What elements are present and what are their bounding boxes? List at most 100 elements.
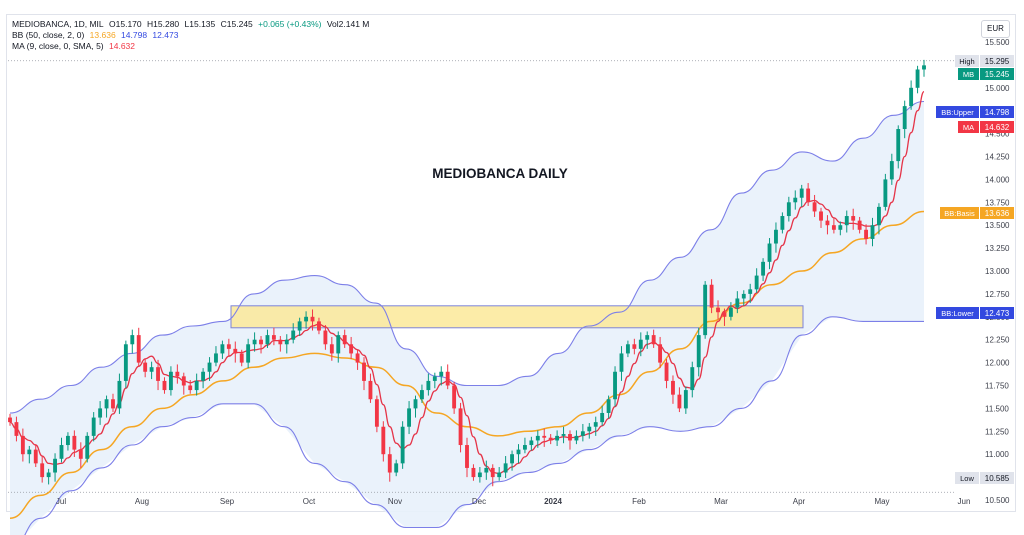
candle-body [696,335,701,368]
bb-lower-label-tag-text: BB:Lower [941,309,974,318]
candle-body [349,344,354,354]
candle-body [664,362,669,381]
candle-body [561,434,566,436]
candle-body [831,225,836,230]
legend-volume: Vol2.141 M [326,19,370,29]
candle-body [252,339,257,345]
candle-body [336,335,341,354]
candle-body [168,371,173,391]
ma-label-value-text: 14.632 [985,123,1010,132]
x-tick-label: May [874,497,889,506]
candle-body [297,321,302,331]
high-label-tag-text: High [959,57,974,66]
x-tick-label: 2024 [544,497,562,506]
chart-frame [6,14,1016,512]
candle-body [889,161,894,180]
y-tick-label: 15.000 [985,84,1010,93]
low-label-tag [955,472,979,484]
ma-line [9,90,925,475]
high-label-tag [955,55,979,67]
candle-body [175,371,180,377]
candle-body [194,380,199,391]
y-tick-label: 14.250 [985,153,1010,162]
bb-basis-label-tag-text: BB:Basis [944,209,975,218]
bb-basis-label-tag [940,207,979,219]
candle-body [748,289,753,294]
legend-bb-label: BB (50, close, 2, 0) [12,30,85,40]
y-tick-label: 14.000 [985,175,1010,184]
candle-body [14,422,19,436]
candle-body [600,412,605,423]
candle-body [613,371,617,400]
candle-body [819,211,823,221]
candle-body [864,229,869,239]
candle-body [490,467,495,478]
candle-body [304,316,309,322]
bb-lower-label-tag [936,307,979,319]
candle-body [645,335,650,340]
mb-label-value-text: 15.245 [985,70,1010,79]
candle-body [510,454,514,464]
candle-body [922,65,926,70]
candle-body [355,353,360,363]
candle-body [387,454,392,473]
legend-close: C15.245 [220,19,253,29]
legend-bb-basis: 13.636 [89,30,116,40]
candle-body [381,426,386,455]
candle-body [394,463,399,473]
legend-symbol-row: MEDIOBANCA, 1D, MIL O15.170 H15.280 L15.… [12,19,372,30]
candle-body [671,380,675,395]
mb-label-tag-text: MB [963,70,974,79]
candle-body [516,449,521,455]
candle-body [181,376,186,386]
y-tick-label: 15.500 [985,38,1010,47]
candle-body [72,435,77,450]
candle-body [374,399,379,427]
ma-label-tag-text: MA [963,123,974,132]
candle-body [477,472,482,478]
candle-body [246,344,251,363]
candle-body [452,385,457,409]
candle-body [458,408,463,446]
chart-title: MEDIOBANCA DAILY [432,166,568,181]
candle-body [555,435,560,441]
candle-body [233,348,238,354]
candle-body [844,216,849,226]
candle-body [214,353,218,363]
candle-body [317,321,321,331]
candle-body [117,380,122,409]
candle-body [542,435,547,438]
resistance-zone [230,305,804,329]
bb-upper-label-tag [936,106,979,118]
candle-body [838,225,843,230]
candle-body [432,376,437,381]
mb-label-tag [958,68,979,80]
candle-body [677,394,682,409]
candle-body [8,417,12,423]
bb-upper-line [9,100,925,414]
candle-body [780,216,785,230]
candle-body [658,344,663,363]
y-tick-label: 11.500 [985,404,1009,413]
candle-body [284,339,289,345]
candle-body [329,344,334,354]
candle-body [767,243,772,262]
candle-body [625,344,630,354]
candle-body [535,435,540,441]
candle-body [909,87,914,107]
candle-body [580,431,585,436]
candle-body [259,339,263,345]
currency-button[interactable]: EUR [981,20,1010,38]
candle-body [143,362,148,372]
candle-body [851,216,856,221]
legend-bb-row: BB (50, close, 2, 0) 13.636 14.798 12.47… [12,30,181,41]
bb-upper-label-value-text: 14.798 [985,108,1010,117]
legend-open: O15.170 [109,19,142,29]
y-tick-label: 13.750 [985,198,1010,207]
candle-body [98,408,103,418]
candle-body [310,316,315,322]
bb-lower-label-value-box [980,307,1014,319]
candle-body [465,445,469,468]
candle-body [136,335,141,363]
